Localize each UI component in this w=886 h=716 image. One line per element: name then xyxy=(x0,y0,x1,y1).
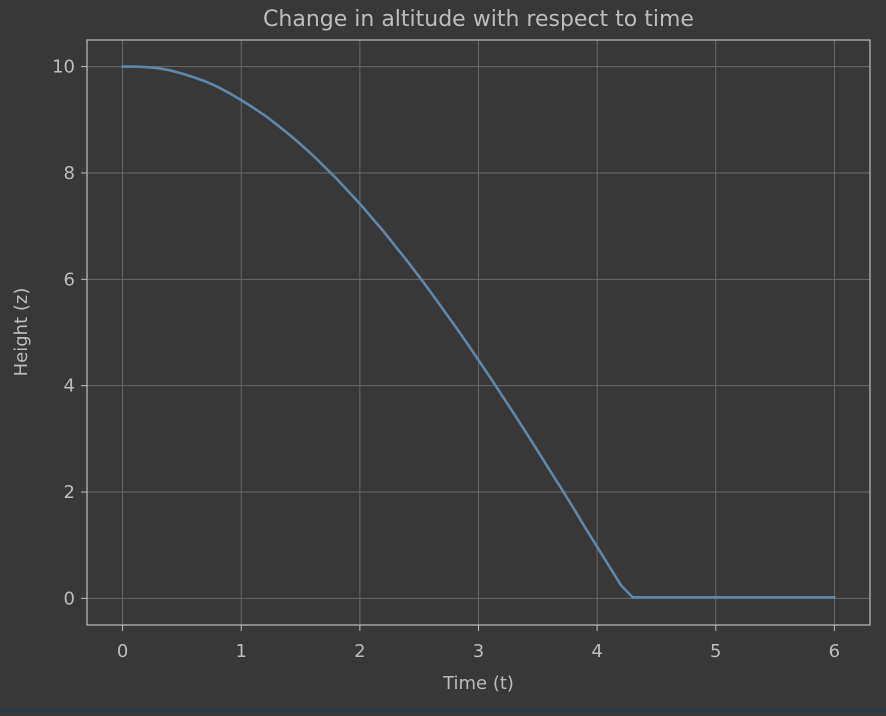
y-tick-label: 10 xyxy=(52,57,75,78)
x-tick-label: 0 xyxy=(117,641,128,662)
y-axis-label: Height (z) xyxy=(11,288,32,377)
x-axis-label: Time (t) xyxy=(442,673,514,694)
x-tick-label: 4 xyxy=(591,641,602,662)
x-tick-label: 2 xyxy=(354,641,365,662)
y-tick-label: 6 xyxy=(64,269,75,290)
x-axis-ticks: 0 1 2 3 4 5 6 xyxy=(117,625,840,662)
x-tick-label: 6 xyxy=(829,641,840,662)
y-tick-label: 0 xyxy=(64,588,75,609)
y-axis-ticks: 0 2 4 6 8 10 xyxy=(52,57,87,609)
window-bottom-edge xyxy=(0,708,886,712)
x-tick-label: 5 xyxy=(710,641,721,662)
series-layer xyxy=(121,65,836,599)
altitude-series-line xyxy=(121,65,836,599)
x-tick-label: 1 xyxy=(236,641,247,662)
y-tick-label: 8 xyxy=(64,163,75,184)
chart-title: Change in altitude with respect to time xyxy=(263,7,694,32)
y-tick-label: 4 xyxy=(64,376,75,397)
x-tick-label: 3 xyxy=(473,641,484,662)
y-tick-label: 2 xyxy=(64,482,75,503)
